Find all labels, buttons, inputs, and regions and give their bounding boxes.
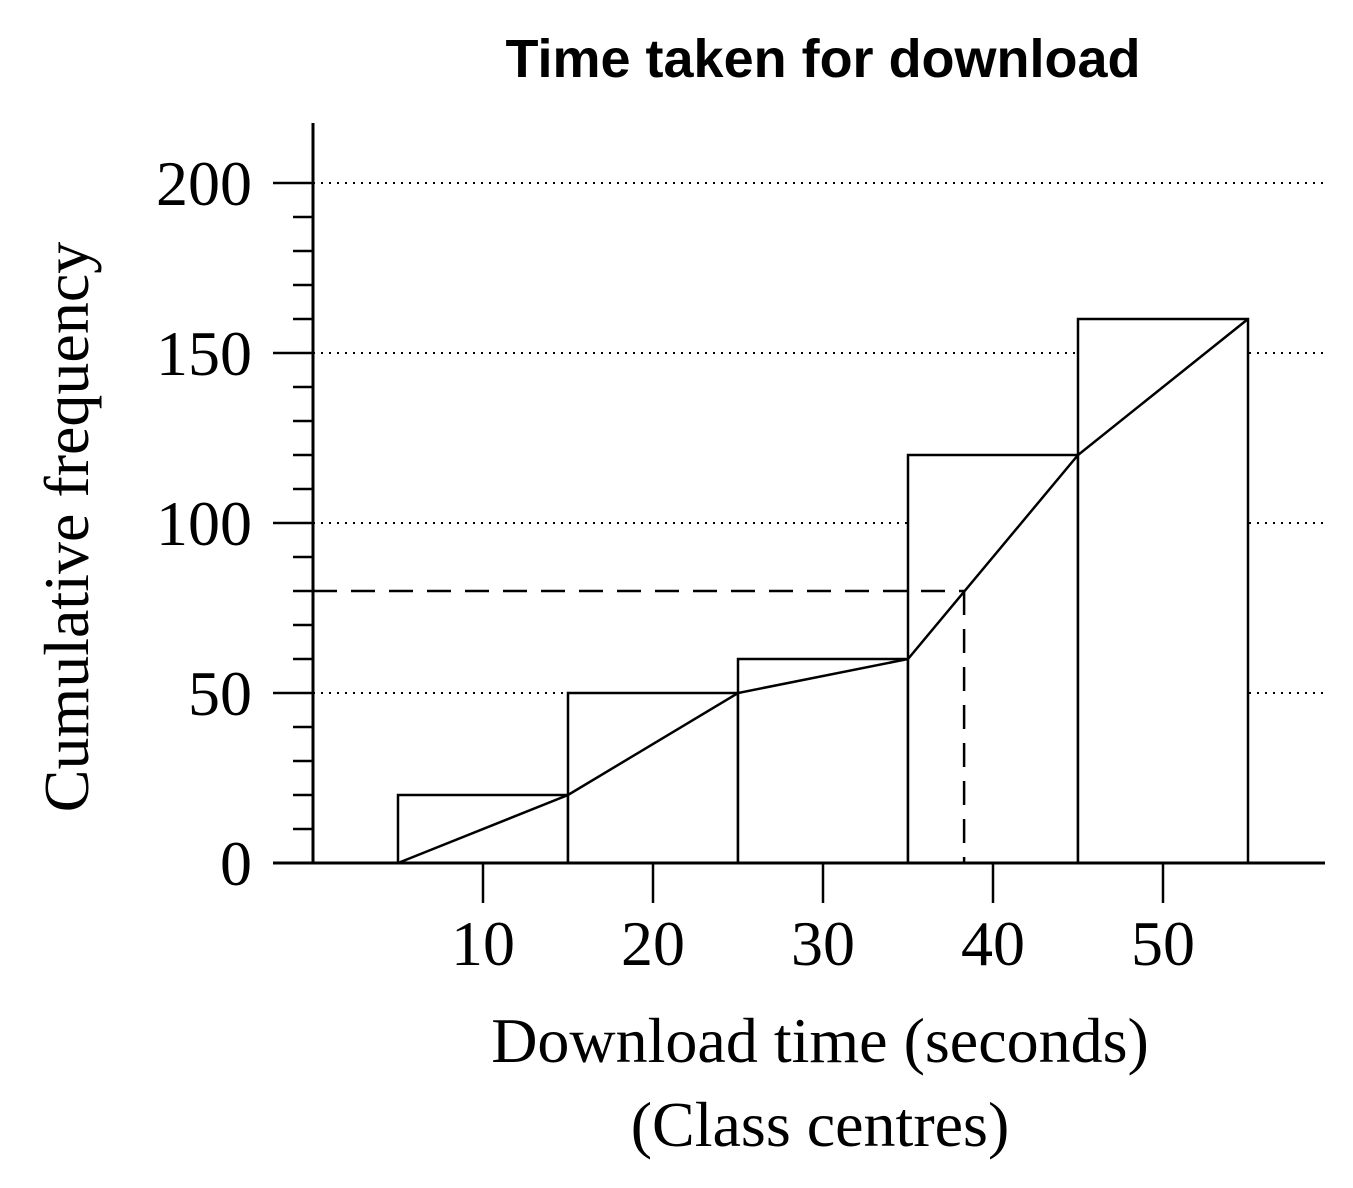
y-tick-label-200: 200 (156, 148, 252, 219)
median-marker-layer (313, 589, 966, 863)
bar-50 (1076, 317, 1250, 865)
x-axis-label-line-2: (Class centres) (631, 1089, 1010, 1160)
y-tick-label-150: 150 (156, 318, 252, 389)
y-tick-label-50: 50 (188, 658, 252, 729)
y-tick-label-0: 0 (220, 828, 252, 899)
bars-layer (396, 317, 1250, 865)
x-axis-label: Download time (seconds) (Class centres) (491, 1005, 1149, 1160)
bar-30 (736, 657, 910, 865)
x-tick-label-30: 30 (791, 908, 855, 979)
polygon-layer (397, 318, 1249, 865)
x-tick-label-20: 20 (621, 908, 685, 979)
x-tick-label-40: 40 (961, 908, 1025, 979)
x-tick-label-50: 50 (1131, 908, 1195, 979)
cumulative-frequency-polygon (397, 318, 1249, 865)
y-tick-label-100: 100 (156, 488, 252, 559)
bar-20 (566, 691, 740, 865)
bar-40 (906, 453, 1080, 865)
x-tick-label-10: 10 (451, 908, 515, 979)
chart-title: Time taken for download (505, 29, 1140, 89)
axes-layer: 0 50 100 150 200 10 20 30 40 50 (156, 123, 1325, 979)
y-axis-label: Cumulative frequency (31, 242, 102, 812)
x-axis-label-line-1: Download time (seconds) (491, 1005, 1149, 1076)
